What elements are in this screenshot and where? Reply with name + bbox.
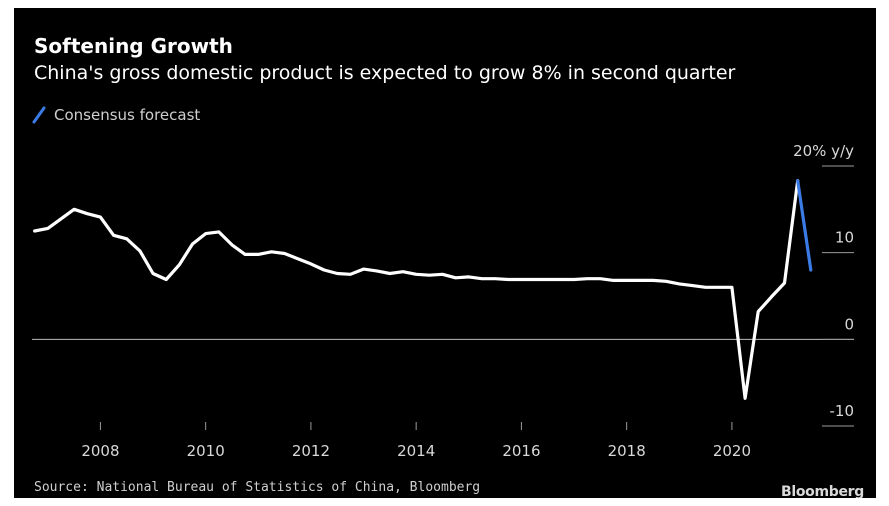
chart-subtitle: China's gross domestic product is expect… xyxy=(34,62,736,84)
x-tick-label-0: 2008 xyxy=(81,442,119,460)
legend-swatch-consensus-forecast xyxy=(32,106,46,124)
y-tick-label-0: 20% y/y xyxy=(793,142,854,160)
chart-legend: Consensus forecast xyxy=(32,106,200,124)
chart-card: Softening Growth China's gross domestic … xyxy=(14,8,876,498)
x-tick-label-3: 2014 xyxy=(397,442,435,460)
bloomberg-logo: Bloomberg xyxy=(780,484,864,498)
x-tick-label-1: 2010 xyxy=(187,442,225,460)
series-line-gdp xyxy=(33,179,800,400)
chart-title: Softening Growth xyxy=(34,34,233,58)
x-tick-label-2: 2012 xyxy=(292,442,330,460)
source-note: Source: National Bureau of Statistics of… xyxy=(34,480,481,495)
y-tick-label-1: 10 xyxy=(835,229,854,247)
line-chart-plot: 20% y/y 10 0 -10 2008 2010 2012 2014 2016 2018 202… xyxy=(32,142,855,460)
y-tick-label-2: 0 xyxy=(844,315,854,333)
legend-label-consensus-forecast: Consensus forecast xyxy=(54,106,201,124)
x-tick-label-5: 2018 xyxy=(608,442,646,460)
series-line-consensus-forecast xyxy=(796,179,813,272)
y-tick-label-3: -10 xyxy=(830,402,855,420)
x-tick-label-4: 2016 xyxy=(502,442,540,460)
x-tick-label-6: 2020 xyxy=(713,442,751,460)
